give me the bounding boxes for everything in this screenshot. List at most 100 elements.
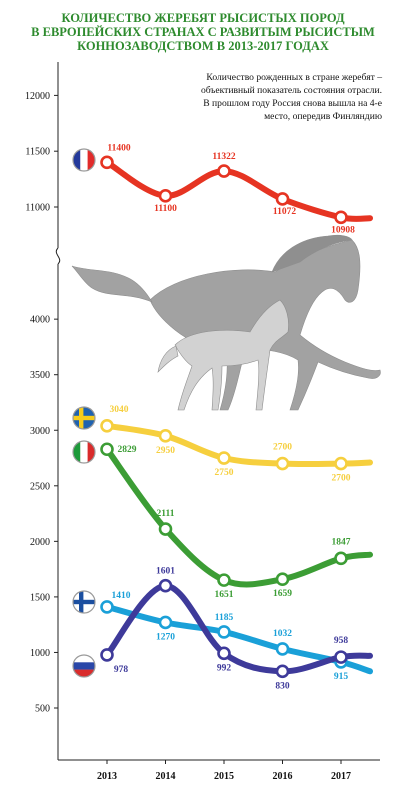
data-point-italy <box>217 573 231 587</box>
data-label-sweden: 2700 <box>273 443 292 453</box>
flag-border <box>72 440 96 464</box>
data-label-sweden: 3040 <box>110 405 129 415</box>
data-point-russia <box>217 646 231 661</box>
x-tick-label: 2014 <box>156 771 176 782</box>
series-layer <box>100 155 373 679</box>
y-tick-label: 2500 <box>30 481 50 492</box>
data-label-france: 11400 <box>107 143 130 153</box>
y-tick-label: 11500 <box>25 147 50 158</box>
large-horse-tail <box>71 265 153 303</box>
data-point-russia <box>100 648 114 662</box>
y-axis-break <box>55 247 61 265</box>
x-tick-labels: 2013 2014 2015 2016 2017 <box>97 760 351 782</box>
data-point-russia <box>275 664 290 679</box>
data-label-finland: 1410 <box>112 591 131 601</box>
title-line: В ЕВРОПЕЙСКИХ СТРАНАХ С РАЗВИТЫМ РЫСИСТЫ… <box>31 25 375 39</box>
data-point-france <box>100 155 114 170</box>
subtitle-line: место, опередив Финляндию <box>264 111 382 122</box>
data-point-russia <box>158 578 173 593</box>
large-horse-mane <box>271 234 353 273</box>
data-point-sweden <box>158 429 173 443</box>
y-tick-label: 1000 <box>30 648 50 659</box>
series-line-france <box>104 159 373 222</box>
title-line: КОННОЗАВОДСТВОМ В 2013-2017 ГОДАХ <box>77 39 329 53</box>
finland-flag-icon <box>73 591 95 613</box>
flag-border <box>72 406 96 430</box>
subtitle-line: Количество рожденных в стране жеребят – <box>206 72 382 83</box>
x-tick-label: 2016 <box>273 771 293 782</box>
italy-flag-icon <box>73 441 95 463</box>
y-tick-label: 500 <box>35 704 50 715</box>
data-point-sweden <box>217 451 231 465</box>
france-flag-icon <box>73 149 95 171</box>
data-label-italy: 2829 <box>118 445 137 455</box>
data-point-italy <box>275 572 290 587</box>
y-tick-labels: 12000 11500 11000 4000 3500 3000 2500 2000 1500 1… <box>25 91 58 715</box>
data-label-finland: 915 <box>334 672 349 682</box>
data-label-france: 11322 <box>212 152 235 162</box>
y-tick-label: 11000 <box>25 203 50 214</box>
title-line: КОЛИЧЕСТВО ЖЕРЕБЯТ РЫСИСТЫХ ПОРОД <box>61 11 345 25</box>
series-line-sweden <box>104 422 373 468</box>
data-point-finland <box>158 615 173 630</box>
flag-border <box>72 148 96 172</box>
series-line-russia <box>104 582 373 675</box>
data-point-russia <box>334 650 348 664</box>
data-label-france: 11072 <box>273 207 296 217</box>
data-label-italy: 1659 <box>273 589 292 599</box>
series-line-italy <box>104 446 373 588</box>
data-point-france <box>275 192 290 206</box>
y-tick-label: 1500 <box>30 592 50 603</box>
data-label-italy: 1651 <box>215 590 234 600</box>
sweden-flag-icon <box>73 407 95 429</box>
data-label-russia: 1601 <box>156 567 175 577</box>
data-point-italy <box>158 522 173 536</box>
data-label-france: 11100 <box>154 204 177 214</box>
y-tick-label: 4000 <box>30 315 50 326</box>
data-label-sweden: 2750 <box>215 468 234 478</box>
data-point-italy <box>100 442 114 457</box>
data-label-russia: 992 <box>217 663 232 673</box>
subtitle-line: В прошлом году Россия снова вышла на 4-е <box>203 98 382 109</box>
data-point-france <box>158 189 173 203</box>
data-point-france <box>217 164 231 178</box>
foal-tail <box>157 345 179 373</box>
russia-flag-icon <box>73 655 95 677</box>
data-label-italy: 1847 <box>332 537 351 547</box>
data-label-sweden: 2700 <box>332 474 351 484</box>
data-label-russia: 830 <box>275 681 290 691</box>
foal-body <box>174 299 289 411</box>
subtitle-line: объективный показатель состояния отрасли… <box>201 85 382 96</box>
y-tick-label: 12000 <box>25 91 50 102</box>
x-tick-label: 2017 <box>331 771 351 782</box>
y-tick-label: 3500 <box>30 370 50 381</box>
data-point-finland <box>275 642 290 656</box>
data-label-italy: 2111 <box>157 509 175 519</box>
y-tick-label: 2000 <box>30 537 50 548</box>
flag-border <box>72 590 96 614</box>
data-label-finland: 1032 <box>273 629 292 639</box>
axes <box>55 62 380 761</box>
data-point-sweden <box>275 456 290 471</box>
data-point-italy <box>334 551 348 566</box>
chart-subtitle: Количество рожденных в стране жеребят – о… <box>201 72 382 122</box>
flag-border <box>72 654 96 678</box>
data-point-finland <box>217 625 231 639</box>
data-label-russia: 978 <box>114 665 129 675</box>
data-label-finland: 1270 <box>156 632 175 642</box>
data-label-sweden: 2950 <box>156 446 175 456</box>
data-point-sweden <box>100 419 114 433</box>
data-point-sweden <box>334 456 348 471</box>
data-label-france: 10908 <box>331 225 355 235</box>
horses-illustration <box>71 234 381 411</box>
y-tick-label: 3000 <box>30 426 50 437</box>
data-label-russia: 958 <box>334 636 349 646</box>
x-tick-label: 2015 <box>214 771 234 782</box>
data-labels: 11400 11100 11322 11072 10908 3040 2950 2750 270… <box>107 143 355 691</box>
data-point-finland <box>100 600 114 614</box>
flags-layer <box>72 148 96 678</box>
x-tick-label: 2013 <box>97 771 117 782</box>
data-point-france <box>334 210 348 225</box>
